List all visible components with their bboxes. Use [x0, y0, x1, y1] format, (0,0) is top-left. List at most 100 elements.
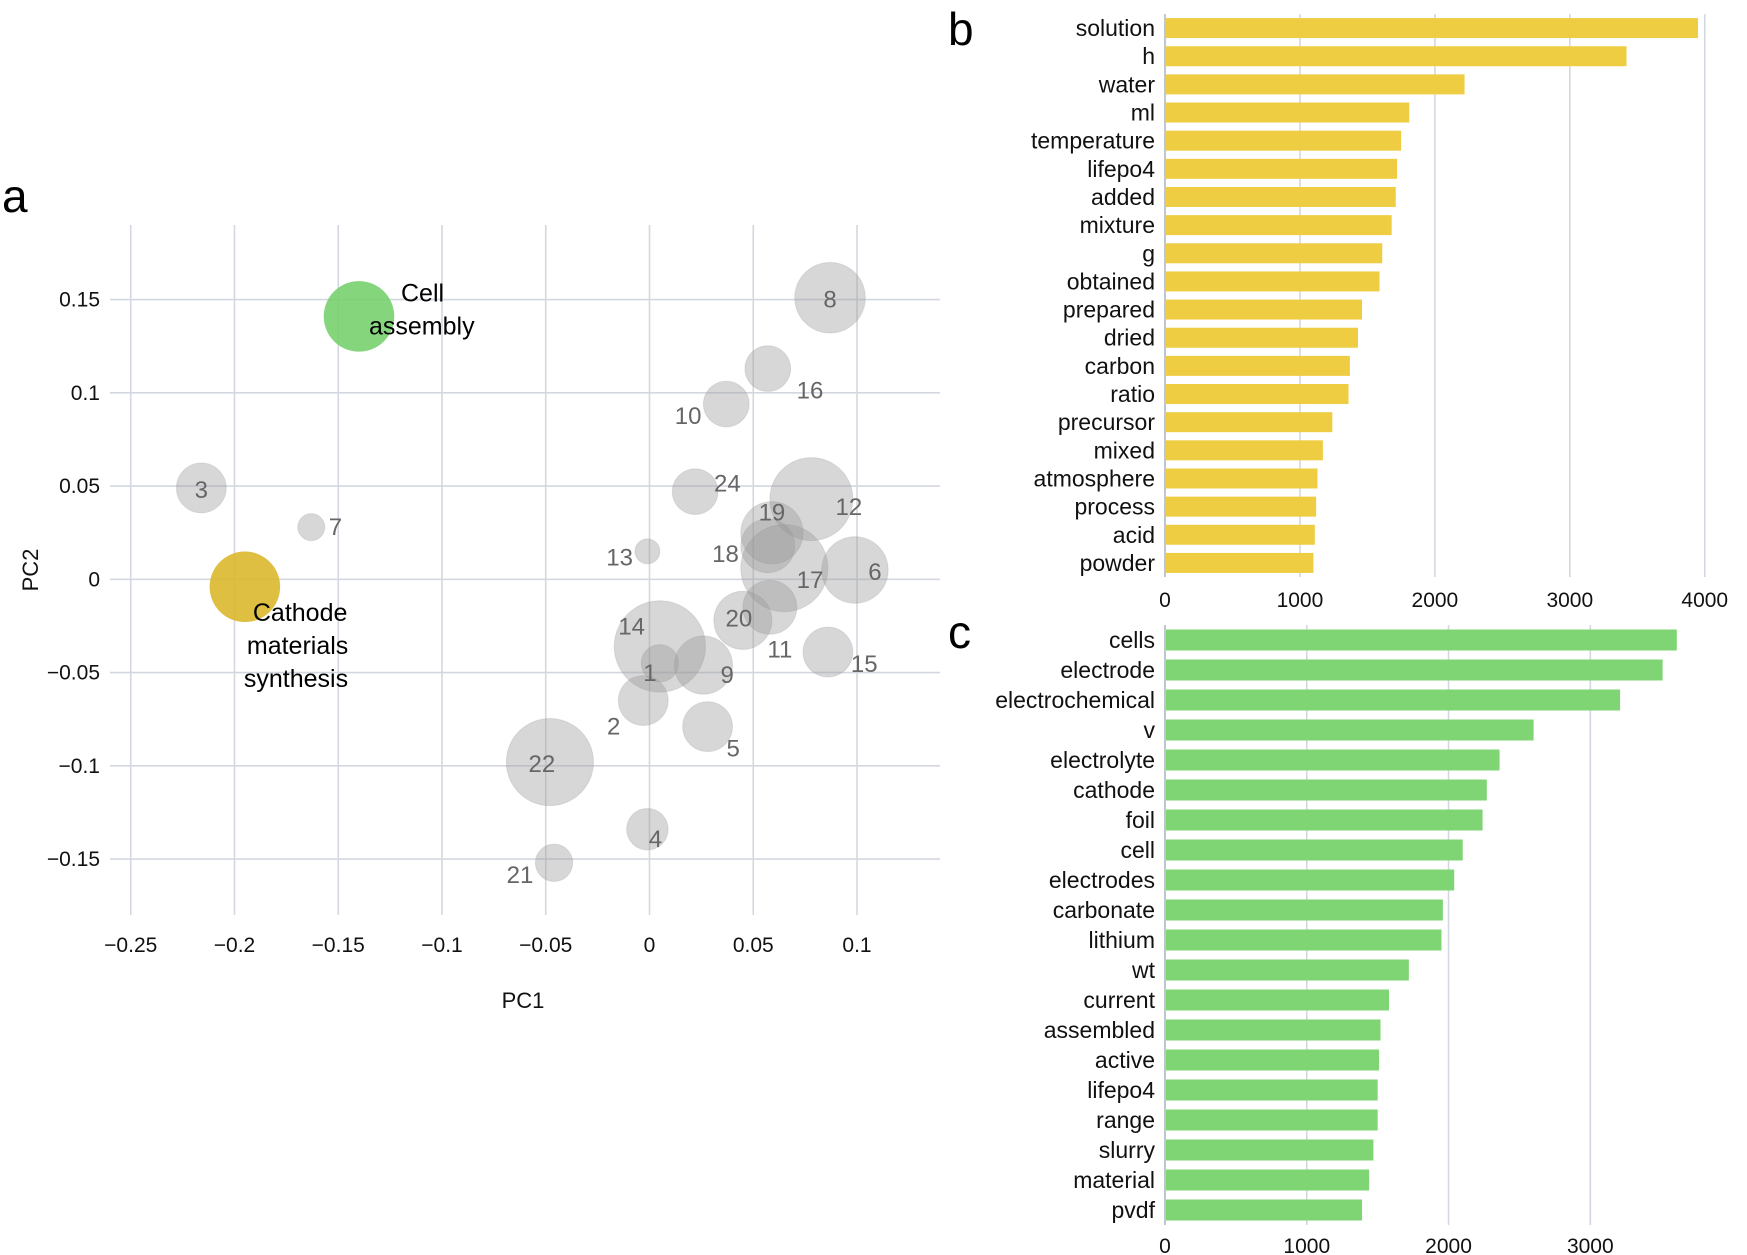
bubble-1	[640, 644, 680, 683]
category-label: current	[1083, 987, 1155, 1013]
bar-lifepo4	[1166, 1079, 1378, 1101]
bar-chart-c: 0 1000 2000 3000 cells electrode electrochemic…	[995, 625, 1677, 1255]
category-label: lifepo4	[1087, 156, 1155, 182]
bubble-label-7: 7	[329, 514, 342, 541]
bar-material	[1166, 1169, 1370, 1191]
bar-assembled	[1166, 1019, 1381, 1041]
category-label: wt	[1131, 957, 1156, 983]
x-tick-label: 0	[644, 934, 656, 957]
category-label: lithium	[1089, 927, 1155, 953]
bar-electrolyte	[1166, 749, 1500, 771]
category-label: range	[1096, 1107, 1155, 1133]
bar-cathode	[1166, 779, 1487, 801]
bubble-5	[682, 701, 733, 753]
category-label: assembled	[1044, 1017, 1155, 1043]
bar-mixed	[1166, 440, 1323, 461]
y-tick-label: 0	[88, 568, 100, 591]
y-tick-label: −0.15	[47, 848, 100, 871]
x-tick-label: −0.05	[519, 934, 572, 957]
category-label: g	[1142, 240, 1155, 266]
category-label: h	[1142, 43, 1155, 69]
category-label: foil	[1126, 807, 1155, 833]
bubble-label-9: 9	[721, 662, 734, 689]
category-label: cell	[1120, 837, 1155, 863]
category-label: carbon	[1085, 353, 1155, 379]
bubble-label-20: 20	[726, 605, 753, 632]
bubble-4	[626, 807, 669, 851]
bar-h	[1166, 46, 1627, 67]
highlight-bubble-1	[209, 551, 281, 623]
category-label: prepared	[1063, 297, 1155, 323]
panel-letter-c: c	[948, 606, 971, 658]
category-label: atmosphere	[1034, 465, 1155, 491]
bubble-label-19: 19	[759, 500, 786, 527]
highlight-label-line: synthesis	[244, 665, 348, 693]
bubble-label-17: 17	[797, 567, 824, 594]
bar-prepared	[1166, 299, 1363, 320]
bar-g	[1166, 243, 1383, 264]
bubble-20	[713, 590, 773, 650]
bar-carbonate	[1166, 899, 1443, 921]
bubble-label-12: 12	[835, 494, 862, 521]
bubble-15	[802, 626, 854, 678]
x-tick-label: 1000	[1283, 1235, 1330, 1255]
y-axis-label: PC2	[18, 549, 43, 592]
y-tick-label: 0.15	[59, 289, 100, 312]
category-label: active	[1095, 1047, 1155, 1073]
bubble-label-3: 3	[195, 477, 208, 504]
category-label: material	[1073, 1167, 1155, 1193]
bar-lifepo4	[1166, 158, 1398, 179]
bar-powder	[1166, 552, 1314, 573]
bubble-10	[702, 380, 750, 428]
bubble-9	[673, 635, 734, 695]
bar-ratio	[1166, 384, 1349, 405]
x-tick-label: −0.2	[214, 934, 255, 957]
bubble-17	[740, 524, 829, 613]
bar-process	[1166, 496, 1317, 517]
bubble-22	[505, 718, 594, 807]
category-label: added	[1091, 184, 1155, 210]
x-tick-label: 4000	[1681, 589, 1728, 612]
panel-letter-a: a	[2, 170, 28, 222]
bar-precursor	[1166, 412, 1333, 433]
x-tick-label: 0.05	[733, 934, 774, 957]
category-label: ml	[1131, 100, 1155, 126]
bar-current	[1166, 989, 1389, 1011]
bubble-7	[297, 513, 326, 542]
bar-cell	[1166, 839, 1463, 861]
x-tick-label: 2000	[1412, 589, 1459, 612]
bubble-18	[740, 518, 796, 574]
category-label: mixture	[1080, 212, 1155, 238]
bubble-label-2: 2	[607, 714, 620, 741]
category-label: mixed	[1094, 437, 1155, 463]
category-label: carbonate	[1053, 897, 1155, 923]
bubble-19	[740, 501, 804, 565]
y-tick-label: 0.05	[59, 475, 100, 498]
bubble-label-18: 18	[712, 541, 739, 568]
highlight-label-line: Cell	[401, 279, 444, 307]
bar-wt	[1166, 959, 1409, 981]
category-label: lifepo4	[1087, 1077, 1155, 1103]
x-tick-label: 0.1	[842, 934, 871, 957]
bar-electrode	[1166, 659, 1663, 681]
bubble-14	[613, 600, 707, 693]
category-label: v	[1144, 717, 1156, 743]
category-label: dried	[1104, 325, 1155, 351]
bubble-21	[534, 843, 574, 882]
bar-acid	[1166, 524, 1315, 545]
category-label: electrode	[1060, 657, 1155, 683]
bar-slurry	[1166, 1139, 1374, 1161]
category-label: solution	[1076, 15, 1155, 41]
category-label: electrolyte	[1050, 747, 1155, 773]
category-label: obtained	[1067, 268, 1155, 294]
bubble-label-15: 15	[851, 651, 878, 678]
y-tick-label: 0.1	[71, 382, 100, 405]
bubble-6	[821, 536, 889, 604]
bubble-12	[769, 457, 854, 542]
bubble-label-4: 4	[649, 826, 662, 853]
bubble-11	[742, 579, 798, 635]
bubble-label-1: 1	[643, 660, 656, 687]
bubble-16	[744, 345, 792, 392]
category-label: cathode	[1073, 777, 1155, 803]
